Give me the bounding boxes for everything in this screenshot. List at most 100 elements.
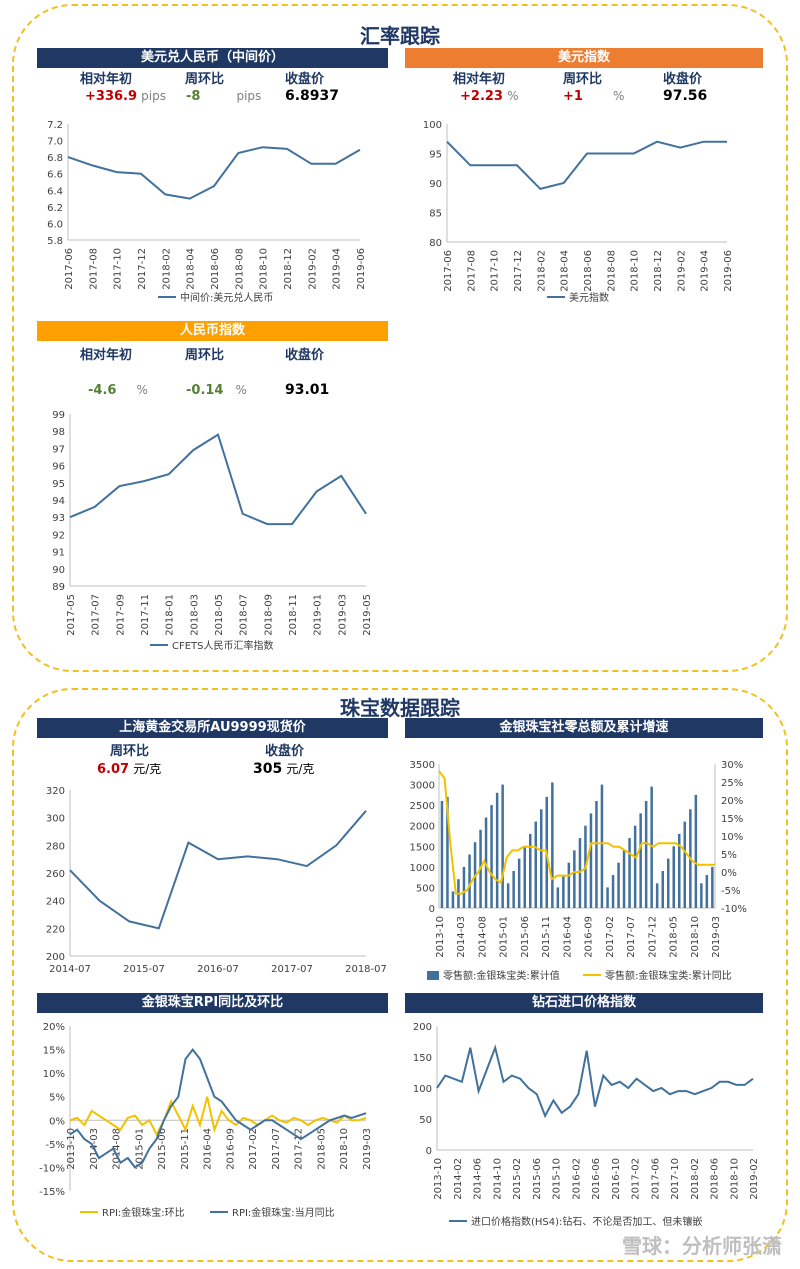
cfets-close: 93.01 — [285, 382, 330, 398]
y-tick-label: 1000 — [410, 863, 435, 874]
x-tick-label: 2014-03 — [456, 916, 467, 958]
x-tick-label: 2017-07 — [626, 916, 637, 958]
y-tick-label: 10% — [43, 1069, 65, 1080]
bar — [628, 838, 631, 908]
x-tick-label: 2017-08 — [88, 248, 99, 290]
usdcny-label-wow: 周环比 — [185, 72, 225, 87]
usdcny-ytd-value: +336.9 — [85, 89, 138, 104]
x-tick-label: 2018-09 — [263, 594, 274, 636]
x-tick-label: 2017-02 — [248, 1128, 259, 1170]
cfets-header: 人民币指数 — [37, 321, 388, 341]
dxy-label-wow: 周环比 — [563, 72, 603, 87]
dxy-ytd-value: +2.23 — [460, 89, 503, 104]
x-tick-label: 2018-02 — [161, 248, 172, 290]
x-tick-label: 2017-10 — [670, 1158, 681, 1200]
fx-section-title: 汇率跟踪 — [0, 20, 800, 49]
retail-chart: 3500 3000 2500 2000 1500 1000 500 0 30% 25% 20% 15%… — [410, 760, 747, 982]
dxy-close: 97.56 — [663, 88, 708, 104]
x-tick-label: 2018-06 — [210, 248, 221, 290]
x-tick-label: 2016-09 — [225, 1128, 236, 1170]
watermark: 雪球：分析师张潇 — [622, 1234, 782, 1258]
usdcny-close: 6.8937 — [285, 88, 340, 104]
rpi-header: 金银珠宝RPI同比及环比 — [37, 993, 388, 1013]
x-tick-label: 2018-05 — [669, 916, 680, 958]
x-tick-label: 2016-07 — [197, 964, 239, 975]
x-tick-label: 2019-03 — [337, 594, 348, 636]
x-tick-label: 2017-02 — [631, 1158, 642, 1200]
dxy-wow: +1% — [563, 89, 624, 104]
legend-label: 中间价:美元兑人民币 — [180, 291, 273, 304]
bar — [672, 846, 675, 908]
y2-tick-label: 25% — [721, 778, 743, 789]
y-tick-label: 6.0 — [47, 219, 63, 230]
y-tick-label: 260 — [46, 869, 65, 880]
cfets-ytd-unit: % — [136, 383, 148, 397]
cfets-label-wow: 周环比 — [185, 348, 225, 363]
x-tick-label: 2017-12 — [294, 1128, 305, 1170]
bar — [617, 862, 620, 908]
x-tick-label: 2015-10 — [552, 1158, 563, 1200]
y2-tick-label: 5% — [721, 850, 737, 861]
dxy-label-close: 收盘价 — [663, 72, 703, 87]
series-line — [446, 140, 727, 191]
x-tick-label: 2018-07 — [239, 594, 250, 636]
bar — [661, 871, 664, 908]
y-tick-label: 5% — [49, 1093, 65, 1104]
bar — [562, 875, 565, 908]
y-tick-label: 96 — [52, 462, 65, 473]
y-tick-label: 240 — [46, 897, 65, 908]
x-tick-label: 2016-04 — [203, 1128, 214, 1170]
x-tick-label: 2017-10 — [113, 248, 124, 290]
x-tick-label: 2017-10 — [490, 250, 501, 292]
y-tick-label: 90 — [52, 565, 65, 576]
bar — [667, 858, 670, 908]
legend-label: CFETS人民币汇率指数 — [172, 639, 274, 652]
jewelry-section-border — [12, 688, 788, 1262]
x-tick-label: 2019-04 — [700, 250, 711, 292]
x-tick-label: 2013-10 — [433, 1158, 444, 1200]
y-tick-label: 5.8 — [47, 236, 63, 247]
x-tick-label: 2017-07 — [271, 964, 313, 975]
legend-label: 零售额:金银珠宝类:累计同比 — [605, 969, 732, 982]
bar — [567, 862, 571, 908]
y-tick-label: 85 — [429, 209, 442, 220]
x-tick-label: 2015-01 — [134, 1128, 145, 1170]
y-tick-label: 0% — [49, 1116, 65, 1127]
au9999-header: 上海黄金交易所AU9999现货价 — [37, 718, 388, 738]
x-tick-label: 2015-06 — [157, 1128, 168, 1170]
y-tick-label: 320 — [46, 786, 65, 797]
bar — [595, 801, 598, 908]
usdcny-wow: -8 pips — [186, 89, 261, 104]
x-tick-label: 2018-10 — [630, 250, 641, 292]
au9999-label-close: 收盘价 — [265, 744, 305, 759]
y-tick-label: 7.0 — [47, 137, 63, 148]
usdcny-label-ytd: 相对年初 — [80, 72, 133, 87]
dxy-label-ytd: 相对年初 — [453, 72, 506, 87]
cfets-wow-unit: % — [235, 383, 247, 397]
y-tick-label: 98 — [52, 427, 65, 438]
x-tick-label: 2018-02 — [536, 250, 547, 292]
x-tick-label: 2017-06 — [443, 250, 454, 292]
x-tick-label: 2013-10 — [66, 1128, 77, 1170]
au9999-close-value: 305 — [253, 761, 283, 777]
x-tick-label: 2017-07 — [271, 1128, 282, 1170]
jewelry-section-title: 珠宝数据跟踪 — [0, 692, 800, 721]
x-tick-label: 2019-05 — [362, 594, 373, 636]
y-tick-label: 500 — [416, 883, 435, 894]
bar — [534, 821, 537, 908]
bar — [529, 833, 532, 908]
bar — [589, 813, 593, 908]
y-tick-label: 150 — [413, 1053, 432, 1064]
bar — [517, 858, 521, 908]
au9999-label-wow: 周环比 — [110, 744, 150, 759]
cfets-label-close: 收盘价 — [285, 348, 325, 363]
y-tick-label: 300 — [46, 814, 65, 825]
y-tick-label: 100 — [413, 1084, 432, 1095]
bar — [600, 784, 604, 908]
cfets-ytd: -4.6% — [88, 383, 148, 398]
bar — [578, 838, 582, 908]
cfets-wow-value: -0.14 — [186, 383, 224, 398]
x-tick-label: 2015-11 — [541, 916, 552, 958]
